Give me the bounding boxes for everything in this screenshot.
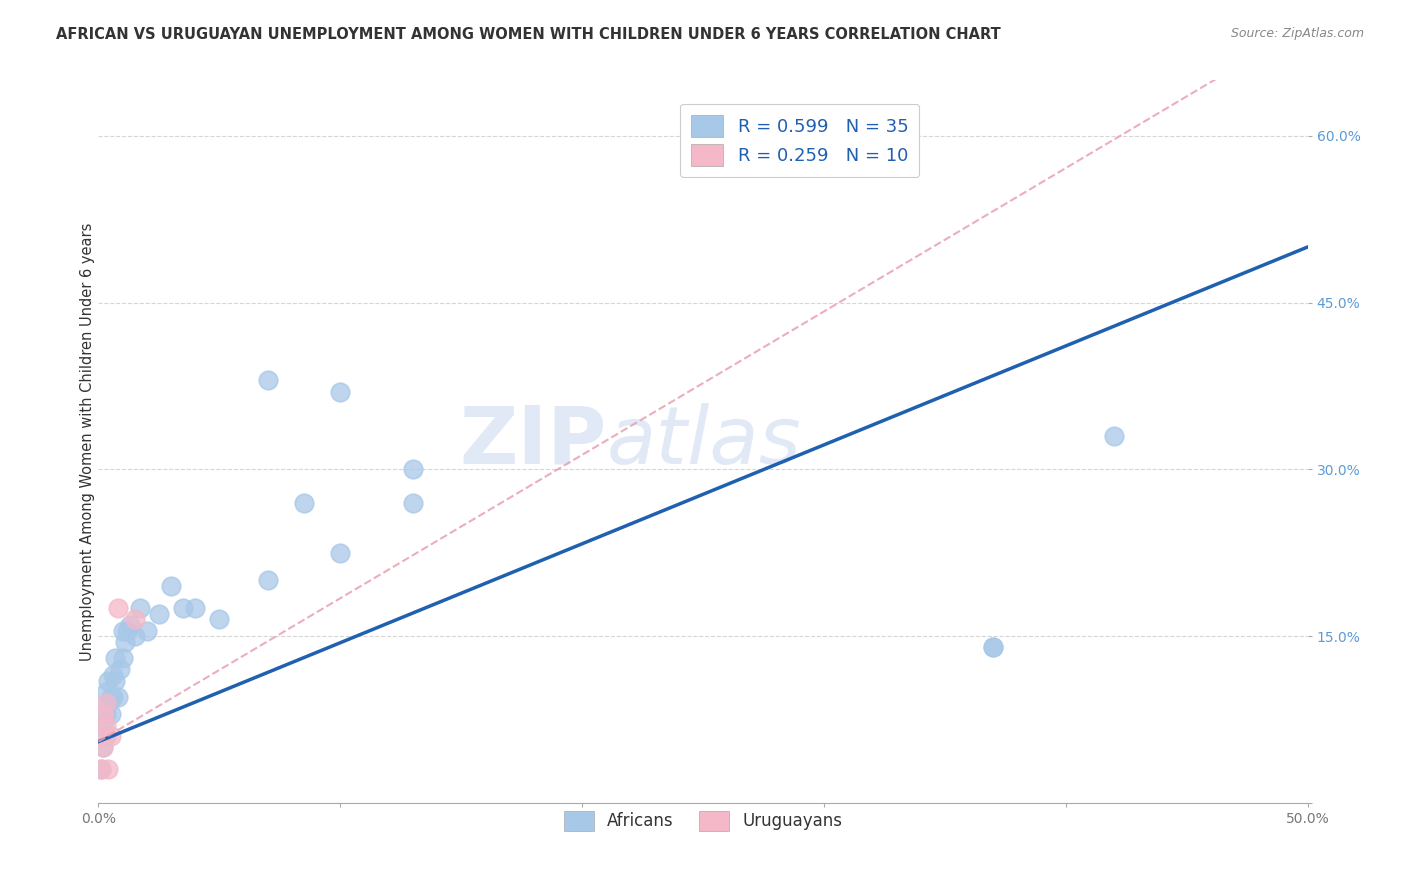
Point [160, 579, 183, 593]
Point [117, 624, 139, 638]
Point [402, 496, 425, 510]
Point [90, 763, 112, 777]
Point [135, 624, 157, 638]
Point [208, 612, 231, 626]
Point [114, 634, 136, 648]
Point [329, 384, 352, 399]
Point [111, 651, 134, 665]
Point [97, 673, 120, 688]
Point [118, 618, 141, 632]
Point [256, 373, 278, 387]
Point [97, 763, 120, 777]
Point [101, 668, 124, 682]
Point [981, 640, 1004, 655]
Point [172, 601, 194, 615]
Text: Source: ZipAtlas.com: Source: ZipAtlas.com [1230, 27, 1364, 40]
Point [124, 612, 146, 626]
Point [124, 629, 146, 643]
Point [402, 462, 425, 476]
Point [94, 718, 117, 732]
Point [94, 729, 117, 743]
Point [108, 662, 131, 676]
Point [148, 607, 170, 621]
Point [90, 729, 112, 743]
Point [94, 684, 117, 698]
Point [107, 601, 129, 615]
Point [104, 673, 127, 688]
Point [94, 706, 117, 721]
Point [91, 740, 114, 755]
Text: atlas: atlas [606, 402, 801, 481]
Point [100, 706, 122, 721]
Point [100, 690, 122, 705]
Text: AFRICAN VS URUGUAYAN UNEMPLOYMENT AMONG WOMEN WITH CHILDREN UNDER 6 YEARS CORREL: AFRICAN VS URUGUAYAN UNEMPLOYMENT AMONG … [56, 27, 1001, 42]
Y-axis label: Unemployment Among Women with Children Under 6 years: Unemployment Among Women with Children U… [80, 222, 94, 661]
Point [981, 640, 1004, 655]
Point [256, 574, 278, 588]
Point [107, 690, 129, 705]
Legend: Africans, Uruguayans: Africans, Uruguayans [557, 805, 849, 838]
Point [104, 651, 127, 665]
Point [292, 496, 315, 510]
Point [97, 696, 120, 710]
Point [91, 718, 114, 732]
Point [90, 763, 112, 777]
Point [184, 601, 207, 615]
Point [94, 696, 117, 710]
Point [1102, 429, 1125, 443]
Point [329, 546, 352, 560]
Point [101, 690, 124, 705]
Point [91, 706, 114, 721]
Point [91, 740, 114, 755]
Point [111, 624, 134, 638]
Point [100, 729, 122, 743]
Text: ZIP: ZIP [458, 402, 606, 481]
Point [128, 601, 150, 615]
